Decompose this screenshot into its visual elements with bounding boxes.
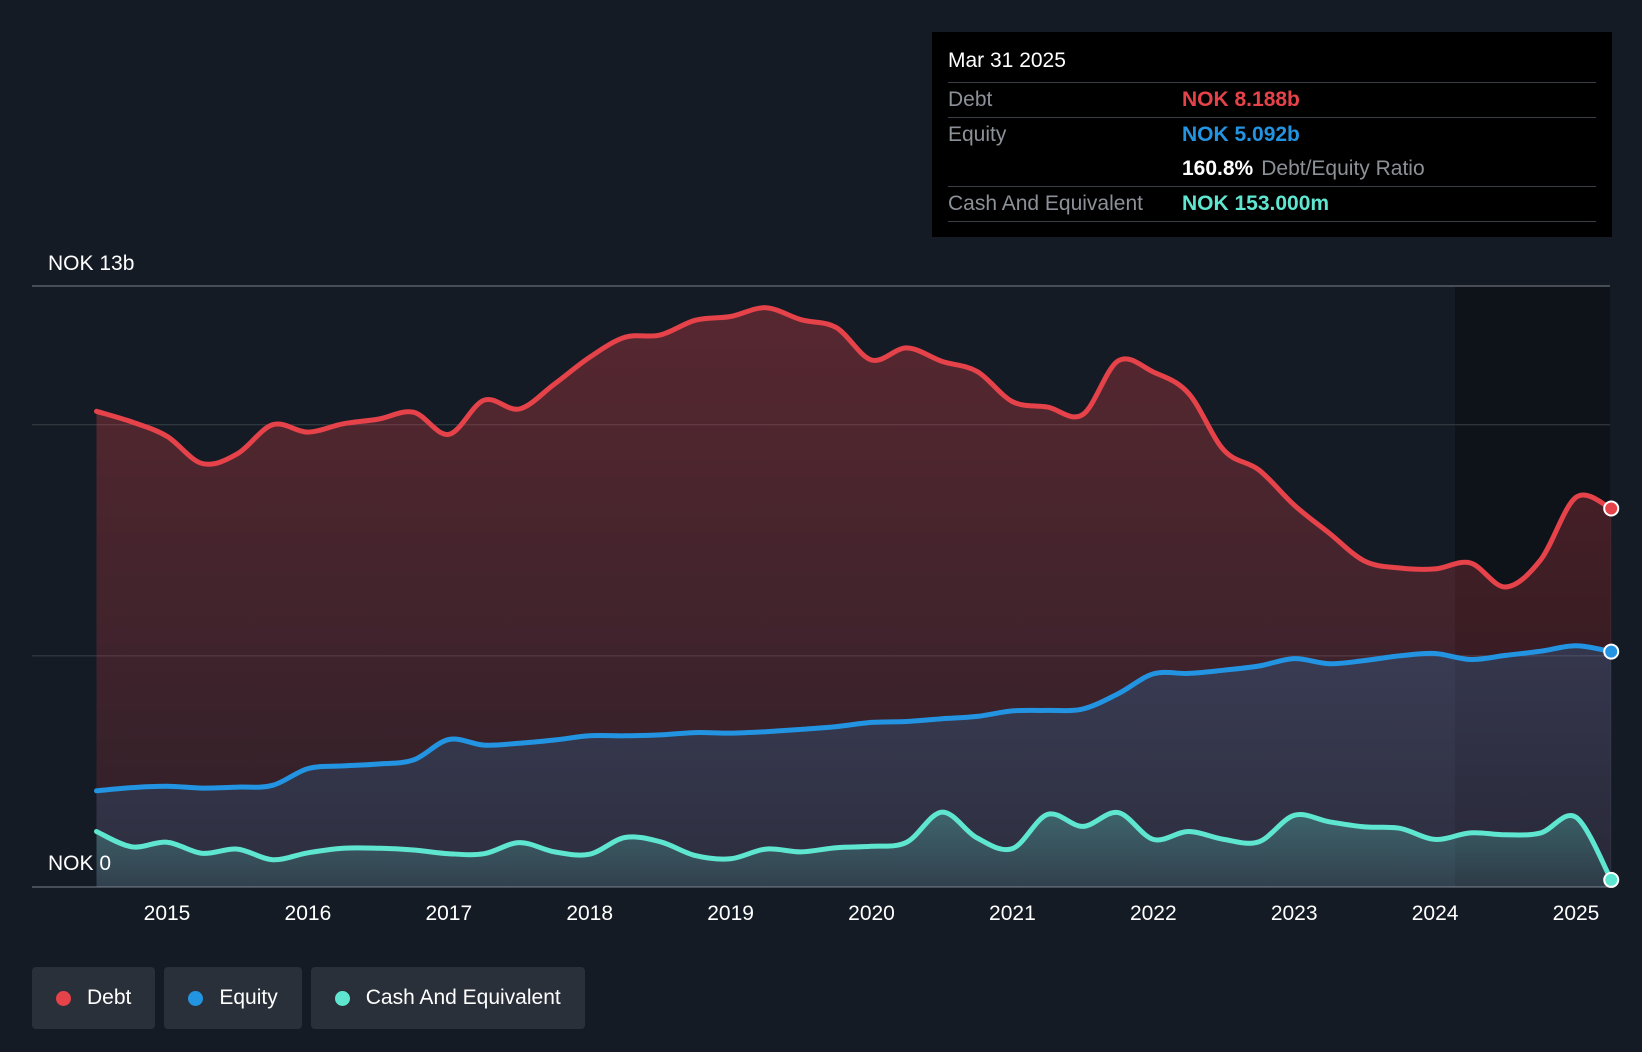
tooltip-ratio-value: 160.8% [1182,157,1254,180]
legend-item-cash[interactable]: Cash And Equivalent [310,967,585,1029]
legend-label-equity: Equity [219,986,278,1009]
x-tick-2017: 2017 [425,902,472,925]
equity-end-marker [1603,643,1620,660]
series-lines [94,305,1614,883]
tooltip-ratio-row: 160.8% Debt/Equity Ratio [948,152,1596,186]
legend-item-debt[interactable]: Debt [32,967,156,1029]
debt-dot-icon [56,990,71,1006]
debt-line [94,305,1614,590]
tooltip-debt-label: Debt [948,88,993,111]
x-tick-2025: 2025 [1553,902,1600,925]
end-markers [1603,500,1620,888]
x-tick-2023: 2023 [1271,902,1318,925]
tooltip-date: Mar 31 2025 [948,49,1066,72]
equity-line [94,643,1614,794]
debt-end-marker [1603,500,1620,517]
x-tick-2020: 2020 [848,902,895,925]
tooltip-ratio-label: Debt/Equity Ratio [1261,157,1425,180]
series-areas [96,307,1612,888]
tooltip-equity-row: Equity NOK 5.092b [948,117,1596,152]
x-tick-2019: 2019 [707,902,754,925]
y-axis-bottom-label: NOK 0 [48,852,111,875]
x-axis-ticks: 2015 2016 2017 2018 2019 2020 2021 2022 2023 2024… [144,902,1600,925]
tooltip-cash-row: Cash And Equivalent NOK 153.000m [948,186,1596,222]
cash-line [94,809,1614,883]
legend-item-equity[interactable]: Equity [164,967,302,1029]
cash-area [96,812,1612,887]
chart-legend: Debt Equity Cash And Equivalent [32,967,585,1029]
tooltip-cash-value: NOK 153.000m [1182,192,1330,215]
x-tick-2022: 2022 [1130,902,1177,925]
x-tick-2016: 2016 [285,902,332,925]
tooltip-debt-row: Debt NOK 8.188b [948,82,1596,117]
tooltip-equity-value: NOK 5.092b [1182,123,1300,146]
tooltip-debt-value: NOK 8.188b [1182,88,1300,111]
y-axis-top-label: NOK 13b [48,252,134,275]
x-tick-2024: 2024 [1412,902,1459,925]
data-tooltip: Mar 31 2025 Debt NOK 8.188b Equity NOK 5… [932,32,1612,237]
cash-end-marker [1603,871,1620,888]
tooltip-cash-label: Cash And Equivalent [948,192,1143,215]
tooltip-equity-label: Equity [948,123,1007,146]
equity-area [96,645,1612,887]
x-tick-2015: 2015 [144,902,191,925]
x-tick-2018: 2018 [566,902,613,925]
x-tick-2021: 2021 [989,902,1036,925]
equity-dot-icon [188,990,204,1006]
cash-dot-icon [334,990,350,1006]
legend-label-cash: Cash And Equivalent [365,986,561,1009]
legend-label-debt: Debt [87,986,132,1009]
